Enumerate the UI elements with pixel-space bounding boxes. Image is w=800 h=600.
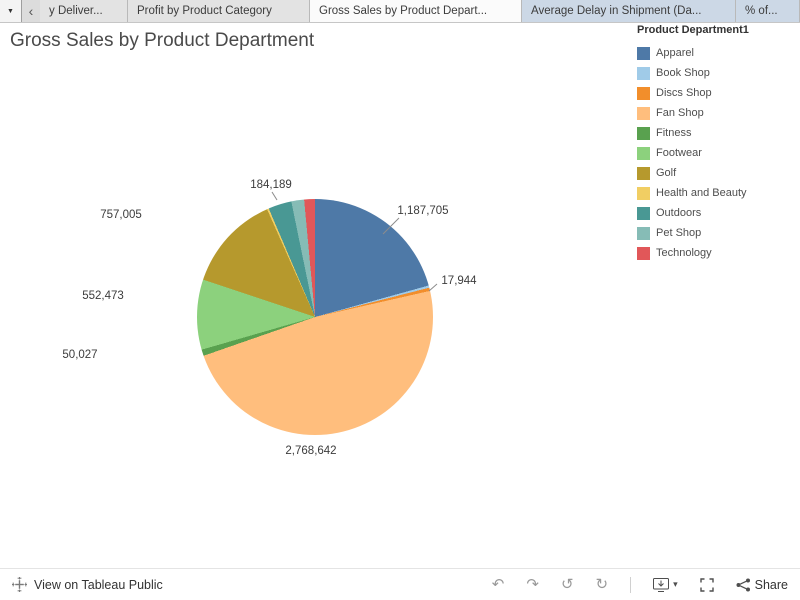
pie-value-label-fitness: 50,027 [62, 349, 97, 361]
page-title: Gross Sales by Product Department [10, 30, 314, 52]
legend-label: Footwear [656, 147, 702, 159]
view-on-tableau-link[interactable]: View on Tableau Public [12, 577, 163, 592]
undo-button[interactable]: ↶ [492, 577, 505, 592]
pie-chart[interactable] [197, 199, 433, 435]
tableau-logo-icon [12, 577, 27, 592]
legend-item-health-and-beauty[interactable]: Health and Beauty [637, 183, 749, 203]
legend-item-technology[interactable]: Technology [637, 243, 749, 263]
share-icon [736, 578, 751, 592]
legend-swatch [637, 67, 650, 80]
pie-value-label-golf: 757,005 [100, 209, 142, 221]
sheet-list-dropdown-button[interactable]: ▼ [0, 0, 22, 22]
tab-3[interactable]: Average Delay in Shipment (Da... [522, 0, 736, 22]
legend-item-outdoors[interactable]: Outdoors [637, 203, 749, 223]
legend-swatch [637, 107, 650, 120]
chevron-down-icon: ▼ [7, 8, 14, 15]
legend-label: Fitness [656, 127, 691, 139]
toolbar-divider [630, 577, 631, 593]
legend-item-pet-shop[interactable]: Pet Shop [637, 223, 749, 243]
legend-item-footwear[interactable]: Footwear [637, 143, 749, 163]
legend-swatch [637, 187, 650, 200]
legend-label: Health and Beauty [656, 187, 747, 199]
tab-4[interactable]: % of... [736, 0, 800, 22]
legend-item-golf[interactable]: Golf [637, 163, 749, 183]
legend-label: Apparel [656, 47, 694, 59]
caret-down-icon: ▾ [673, 579, 678, 590]
legend-item-fitness[interactable]: Fitness [637, 123, 749, 143]
legend-label: Pet Shop [656, 227, 701, 239]
share-label: Share [755, 578, 788, 592]
download-icon [653, 578, 669, 592]
legend-items: Apparel Book Shop Discs Shop Fan Shop Fitnes… [637, 43, 749, 263]
sheet-tab-bar: ▼ ‹ y Deliver...Profit by Product Catego… [0, 0, 800, 23]
tab-2[interactable]: Gross Sales by Product Depart... [310, 0, 522, 22]
legend-title: Product Department1 [637, 24, 749, 36]
legend-label: Discs Shop [656, 87, 712, 99]
legend-swatch [637, 47, 650, 60]
legend-swatch [637, 127, 650, 140]
sheet-tabs: y Deliver...Profit by Product CategoryGr… [40, 0, 800, 22]
legend-item-book-shop[interactable]: Book Shop [637, 63, 749, 83]
legend-swatch [637, 207, 650, 220]
pie-value-label-fan-shop: 2,768,642 [285, 445, 336, 457]
pie-value-label-discs-shop: 17,944 [441, 275, 476, 287]
legend-swatch [637, 147, 650, 160]
legend-item-discs-shop[interactable]: Discs Shop [637, 83, 749, 103]
legend-item-apparel[interactable]: Apparel [637, 43, 749, 63]
legend-label: Technology [656, 247, 712, 259]
pie-value-label-outdoors: 184,189 [250, 179, 292, 191]
legend-label: Golf [656, 167, 676, 179]
scroll-tabs-left-button[interactable]: ‹ [22, 0, 40, 22]
download-button[interactable]: ▾ [653, 578, 678, 592]
legend-label: Book Shop [656, 67, 710, 79]
tab-1[interactable]: Profit by Product Category [128, 0, 310, 22]
legend-label: Outdoors [656, 207, 701, 219]
chevron-left-icon: ‹ [29, 3, 34, 19]
pie-value-label-apparel: 1,187,705 [397, 205, 448, 217]
legend-swatch [637, 247, 650, 260]
legend-label: Fan Shop [656, 107, 704, 119]
fullscreen-icon [700, 578, 714, 592]
toolbar-buttons: ↶ ↷ ↺ ↻ ▾ [492, 577, 788, 593]
legend-swatch [637, 227, 650, 240]
fullscreen-button[interactable] [700, 578, 714, 592]
refresh-button[interactable]: ↻ [596, 577, 609, 592]
legend-item-fan-shop[interactable]: Fan Shop [637, 103, 749, 123]
legend: Product Department1 Apparel Book Shop Disc… [637, 24, 749, 263]
legend-swatch [637, 87, 650, 100]
tab-0[interactable]: y Deliver... [40, 0, 128, 22]
share-button[interactable]: Share [736, 578, 788, 592]
legend-swatch [637, 167, 650, 180]
pie-value-label-footwear: 552,473 [82, 290, 124, 302]
redo-button[interactable]: ↷ [526, 577, 539, 592]
view-on-tableau-label: View on Tableau Public [34, 578, 163, 592]
revert-button[interactable]: ↺ [561, 577, 574, 592]
toolbar: View on Tableau Public ↶ ↷ ↺ ↻ ▾ [0, 568, 800, 600]
